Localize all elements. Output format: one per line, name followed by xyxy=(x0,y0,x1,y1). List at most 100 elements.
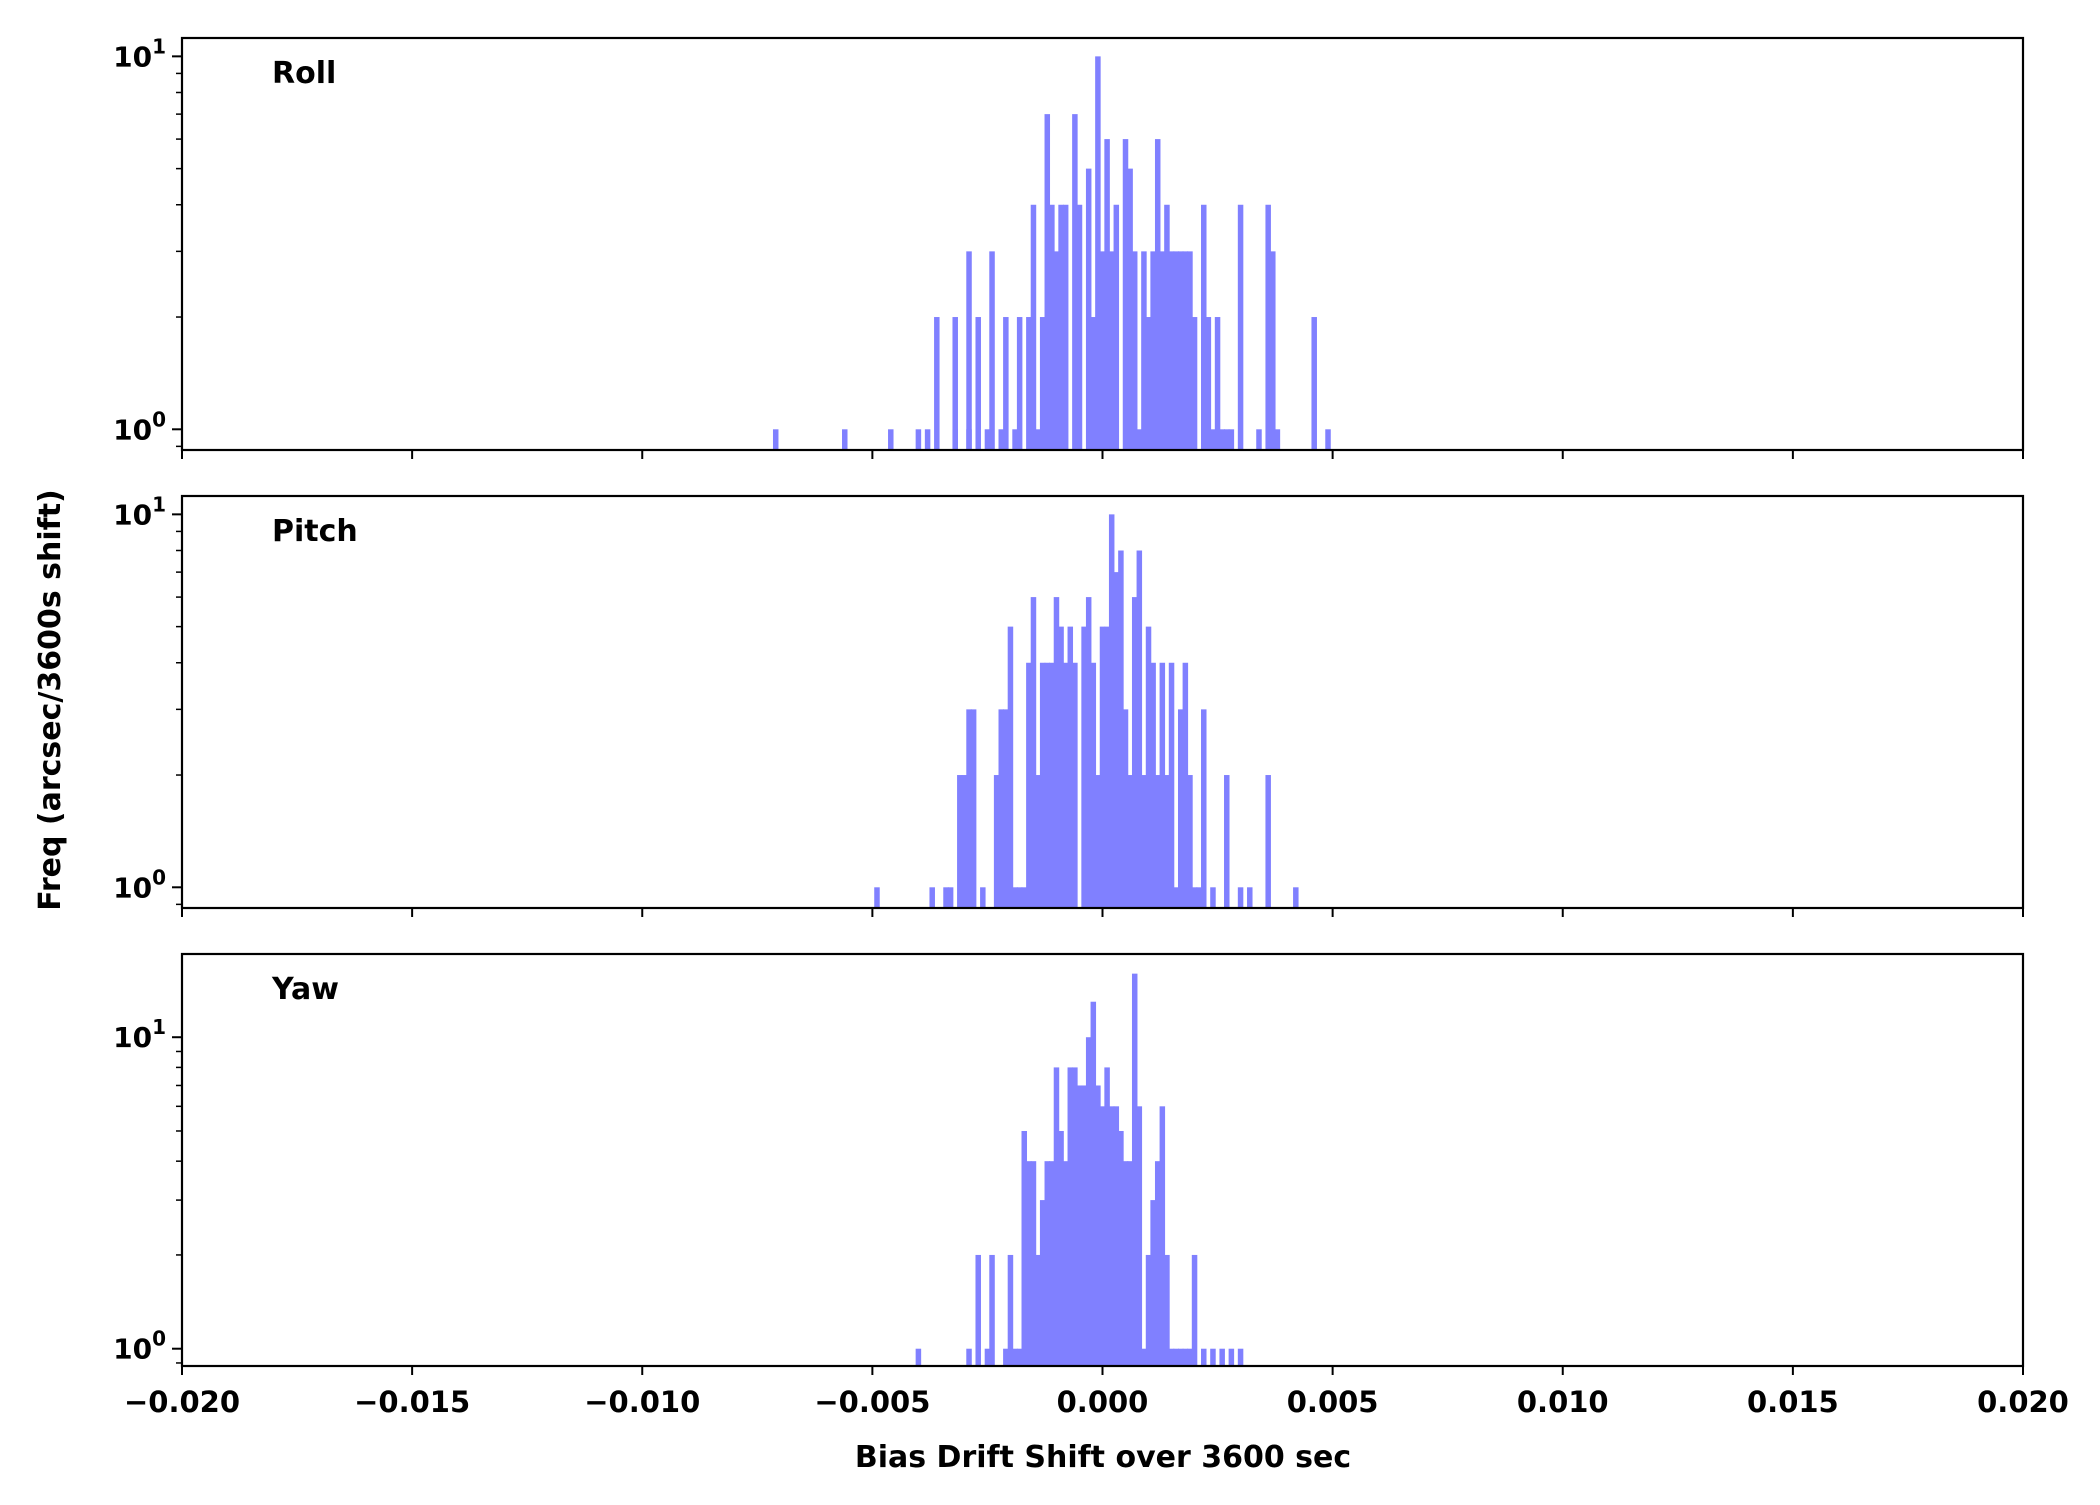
bar-roll-46 xyxy=(1173,251,1179,450)
bar-pitch-17 xyxy=(1030,597,1037,908)
bar-roll-45 xyxy=(1168,251,1175,450)
bar-pitch-10 xyxy=(998,709,1004,908)
bar-roll-2 xyxy=(888,429,894,450)
bar-yaw-15 xyxy=(1049,1161,1055,1366)
bar-pitch-38 xyxy=(1131,597,1138,908)
bar-pitch-9 xyxy=(993,775,1000,908)
bar-roll-25 xyxy=(1062,204,1069,450)
bar-pitch-20 xyxy=(1044,662,1051,908)
bar-roll-56 xyxy=(1224,429,1230,450)
bar-pitch-1 xyxy=(929,887,935,908)
bar-roll-16 xyxy=(1016,317,1023,450)
bar-roll-13 xyxy=(998,429,1004,450)
x-tick-label-7: 0.015 xyxy=(1747,1385,1839,1419)
bar-pitch-2 xyxy=(943,887,949,908)
x-tick-label-3: −0.005 xyxy=(814,1385,930,1419)
bar-yaw-51 xyxy=(1237,1348,1244,1366)
bar-roll-39 xyxy=(1141,251,1147,450)
bar-yaw-1 xyxy=(966,1348,972,1366)
bar-roll-54 xyxy=(1214,317,1221,450)
bar-pitch-11 xyxy=(1003,709,1009,908)
bar-roll-60 xyxy=(1265,204,1271,450)
bar-pitch-14 xyxy=(1016,887,1023,908)
bar-roll-50 xyxy=(1191,317,1198,450)
bar-pitch-52 xyxy=(1196,887,1202,908)
bar-yaw-40 xyxy=(1164,1254,1170,1366)
panel-label-pitch: Pitch xyxy=(272,514,358,549)
bar-yaw-0 xyxy=(915,1348,922,1366)
bar-yaw-42 xyxy=(1173,1348,1179,1366)
bar-yaw-21 xyxy=(1076,1085,1083,1366)
bar-yaw-14 xyxy=(1044,1161,1051,1366)
bar-yaw-30 xyxy=(1118,1130,1124,1366)
bar-pitch-26 xyxy=(1072,662,1078,908)
bar-pitch-57 xyxy=(1247,887,1253,908)
bar-roll-32 xyxy=(1104,139,1110,450)
bar-pitch-50 xyxy=(1187,775,1193,908)
bar-roll-40 xyxy=(1145,317,1152,450)
y-tick-label-yaw-0: 100 xyxy=(113,1327,166,1366)
bar-yaw-33 xyxy=(1131,973,1138,1366)
bar-roll-35 xyxy=(1122,139,1129,450)
bar-yaw-29 xyxy=(1113,1106,1120,1366)
bar-yaw-9 xyxy=(1021,1130,1028,1366)
bar-yaw-10 xyxy=(1026,1161,1032,1366)
bar-pitch-13 xyxy=(1012,887,1018,908)
bar-pitch-25 xyxy=(1067,626,1074,908)
bar-roll-37 xyxy=(1131,251,1138,450)
bar-roll-30 xyxy=(1095,56,1101,451)
bar-roll-51 xyxy=(1201,204,1207,450)
bar-roll-28 xyxy=(1085,168,1092,450)
bar-pitch-15 xyxy=(1021,887,1028,908)
bar-pitch-45 xyxy=(1164,775,1170,908)
bar-yaw-16 xyxy=(1053,1067,1060,1366)
bar-roll-0 xyxy=(772,429,779,450)
bar-yaw-19 xyxy=(1067,1067,1074,1366)
bar-roll-63 xyxy=(1311,317,1317,450)
bar-yaw-27 xyxy=(1104,1067,1110,1366)
x-tick-label-5: 0.005 xyxy=(1287,1385,1379,1419)
bar-yaw-31 xyxy=(1122,1161,1129,1366)
bar-yaw-25 xyxy=(1095,1085,1101,1366)
bar-yaw-38 xyxy=(1154,1161,1161,1366)
bar-pitch-51 xyxy=(1191,887,1198,908)
bar-pitch-31 xyxy=(1099,626,1106,908)
bar-pitch-7 xyxy=(970,709,977,908)
bar-yaw-43 xyxy=(1177,1348,1184,1366)
bar-pitch-35 xyxy=(1118,550,1124,908)
bar-yaw-4 xyxy=(989,1254,995,1366)
bar-roll-34 xyxy=(1113,204,1120,450)
bar-pitch-54 xyxy=(1210,887,1216,908)
x-tick-label-6: 0.010 xyxy=(1517,1385,1609,1419)
bar-roll-15 xyxy=(1012,429,1018,450)
bar-pitch-42 xyxy=(1150,662,1156,908)
bar-pitch-12 xyxy=(1007,626,1014,908)
bar-pitch-22 xyxy=(1053,597,1060,908)
bar-roll-12 xyxy=(989,251,995,450)
bar-roll-11 xyxy=(984,429,991,450)
bar-pitch-27 xyxy=(1081,626,1087,908)
panel-roll: 100 101 Roll xyxy=(113,34,2025,459)
bar-yaw-36 xyxy=(1145,1254,1152,1366)
bar-pitch-33 xyxy=(1108,514,1115,908)
bar-roll-38 xyxy=(1136,429,1143,450)
panel-label-roll: Roll xyxy=(272,56,336,91)
bar-roll-57 xyxy=(1228,429,1235,450)
y-tick-label-roll-1: 101 xyxy=(113,34,166,73)
bar-pitch-29 xyxy=(1090,662,1097,908)
bar-pitch-32 xyxy=(1104,626,1110,908)
bar-yaw-3 xyxy=(984,1348,991,1366)
bar-roll-43 xyxy=(1159,251,1166,450)
bar-roll-61 xyxy=(1270,251,1276,450)
bar-roll-24 xyxy=(1058,204,1064,450)
bar-pitch-19 xyxy=(1039,662,1046,908)
panels-layer: 100 101 Roll 100 101 Pitch 100 101 Yaw −0.020 −0.0… xyxy=(113,34,2069,1419)
bar-pitch-0 xyxy=(874,887,880,908)
bar-roll-14 xyxy=(1003,317,1009,450)
bar-yaw-45 xyxy=(1187,1348,1193,1366)
bar-roll-44 xyxy=(1164,204,1170,450)
bar-yaw-49 xyxy=(1219,1348,1225,1366)
bar-yaw-47 xyxy=(1201,1348,1207,1366)
